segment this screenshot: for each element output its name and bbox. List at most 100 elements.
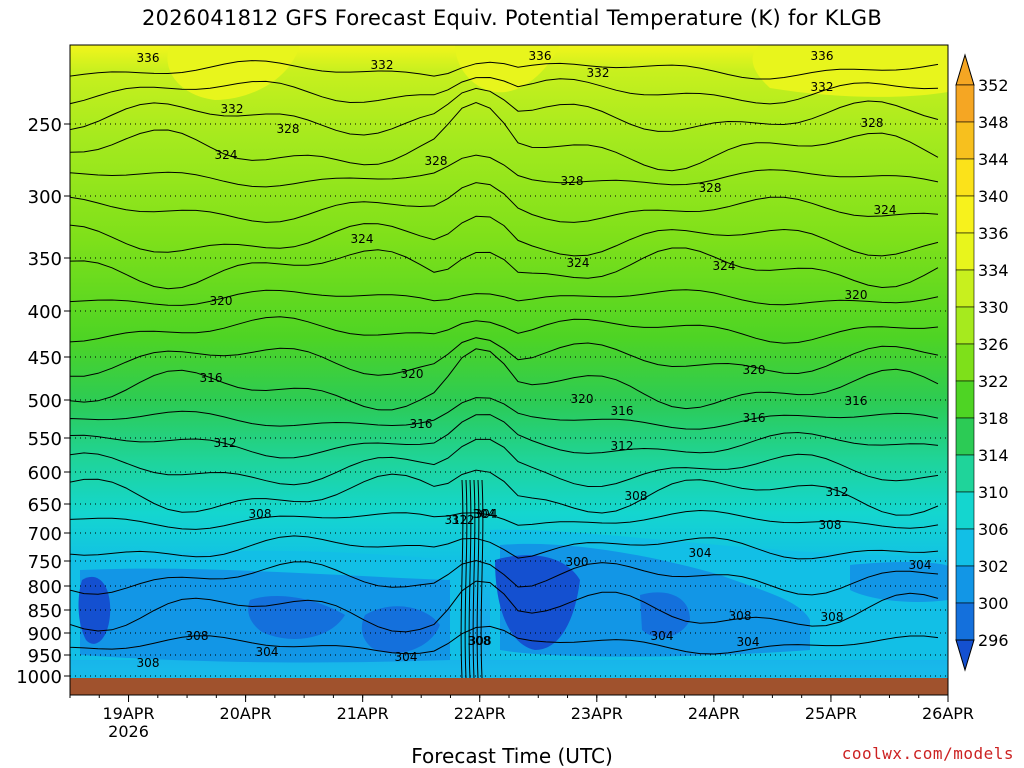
- contour-label-328: 328: [861, 116, 884, 130]
- plume-contour-4: [476, 479, 480, 679]
- colorbar-label-326: 326: [978, 335, 1009, 354]
- field-region-2: [455, 45, 560, 93]
- chart-title: 2026041812 GFS Forecast Equiv. Potential…: [141, 6, 883, 30]
- contour-label-308: 308: [625, 489, 648, 503]
- contour-label-320: 320: [571, 392, 594, 406]
- contour-line-3: [70, 101, 939, 172]
- contour-label-312: 312: [452, 513, 475, 527]
- field-region-13: [640, 592, 690, 638]
- contour-label-328: 328: [277, 122, 300, 136]
- contour-line-11: [70, 348, 939, 411]
- contour-label-308: 308: [469, 634, 492, 648]
- contour-line-13: [70, 414, 939, 459]
- x-tick-label-20APR: 20APR: [220, 704, 272, 723]
- contour-line-8: [70, 289, 939, 306]
- contour-label-312: 312: [445, 513, 468, 527]
- contour-line-0: [70, 60, 939, 80]
- contour-label-304: 304: [909, 558, 932, 572]
- colorbar-label-330: 330: [978, 298, 1009, 317]
- contour-line-10: [70, 337, 939, 377]
- contour-label-320: 320: [743, 363, 766, 377]
- contour-label-308: 308: [186, 629, 209, 643]
- credit-link[interactable]: coolwx.com/models: [841, 744, 1014, 763]
- x-axis-label: Forecast Time (UTC): [411, 744, 613, 768]
- contour-label-324: 324: [713, 259, 736, 273]
- contour-label-316: 316: [743, 411, 766, 425]
- y-tick-label-300: 300: [28, 187, 62, 208]
- field-region-10: [361, 606, 440, 654]
- contour-label-336: 336: [811, 49, 834, 63]
- contour-line-5: [70, 182, 939, 223]
- contour-label-308: 308: [819, 518, 842, 532]
- colorbar-segment-340: [955, 195, 975, 234]
- contour-label-328: 328: [699, 181, 722, 195]
- y-tick-label-450: 450: [28, 348, 62, 369]
- contour-label-308: 308: [729, 609, 752, 623]
- y-tick-label-400: 400: [28, 302, 62, 323]
- x-tick-label-26APR: 26APR: [922, 704, 974, 723]
- y-tick-label-800: 800: [28, 577, 62, 598]
- y-tick-label-750: 750: [28, 552, 62, 573]
- contour-label-316: 316: [200, 371, 223, 385]
- x-tick-label-19APR: 19APR: [102, 704, 154, 723]
- colorbar-label-318: 318: [978, 409, 1009, 428]
- colorbar-segment-326: [955, 343, 975, 382]
- field-region-8: [850, 562, 948, 602]
- colorbar-segment-314: [955, 454, 975, 493]
- x-tick-label-24APR: 24APR: [688, 704, 740, 723]
- contour-line-14: [70, 438, 939, 488]
- field-region-9: [248, 595, 345, 639]
- y-tick-label-650: 650: [28, 495, 62, 516]
- x-tick-label-23APR: 23APR: [571, 704, 623, 723]
- contour-label-308: 308: [249, 507, 272, 521]
- contour-label-312: 312: [214, 436, 237, 450]
- colorbar-label-314: 314: [978, 446, 1009, 465]
- contour-line-18: [70, 559, 939, 596]
- contour-line-4: [70, 154, 939, 188]
- colorbar-label-322: 322: [978, 372, 1009, 391]
- ground-bar: [70, 678, 948, 695]
- y-tick-label-1000: 1000: [16, 667, 62, 688]
- contour-line-12: [70, 397, 939, 430]
- colorbar-segment-322: [955, 380, 975, 419]
- colorbar-segment-330: [955, 306, 975, 345]
- y-tick-label-700: 700: [28, 524, 62, 545]
- contour-line-15: [70, 469, 939, 516]
- contour-label-316: 316: [845, 394, 868, 408]
- colorbar-segment-352: [955, 84, 975, 123]
- contour-label-324: 324: [215, 148, 238, 162]
- contour-label-312: 312: [826, 485, 849, 499]
- contour-label-312: 312: [611, 439, 634, 453]
- colorbar-segment-334: [955, 269, 975, 308]
- contour-label-336: 336: [137, 51, 160, 65]
- y-tick-label-900: 900: [28, 624, 62, 645]
- colorbar-top-arrow: [955, 53, 975, 86]
- contour-line-17: [70, 535, 939, 560]
- contour-line-19: [70, 580, 939, 633]
- contour-line-7: [70, 247, 939, 290]
- colorbar-segment-348: [955, 121, 975, 160]
- plume-contour-5: [480, 479, 484, 679]
- contour-label-316: 316: [410, 417, 433, 431]
- y-tick-label-350: 350: [28, 249, 62, 270]
- x-tick-label-21APR: 21APR: [337, 704, 389, 723]
- colorbar-label-352: 352: [978, 76, 1009, 95]
- contour-label-304: 304: [395, 650, 418, 664]
- plume-contour-2: [468, 479, 472, 679]
- y-tick-label-850: 850: [28, 601, 62, 622]
- plume-contour-3: [472, 479, 476, 679]
- field-region-1: [167, 45, 300, 100]
- colorbar-segment-306: [955, 528, 975, 567]
- y-tick-label-500: 500: [28, 391, 62, 412]
- contour-label-304: 304: [737, 635, 760, 649]
- contour-label-304: 304: [473, 507, 496, 521]
- colorbar-label-302: 302: [978, 557, 1009, 576]
- contour-label-332: 332: [811, 80, 834, 94]
- contour-label-328: 328: [561, 174, 584, 188]
- contour-label-308: 308: [468, 634, 491, 648]
- contour-label-328: 328: [425, 154, 448, 168]
- contour-label-332: 332: [371, 58, 394, 72]
- x-year-label: 2026: [108, 722, 149, 741]
- x-tick-label-22APR: 22APR: [454, 704, 506, 723]
